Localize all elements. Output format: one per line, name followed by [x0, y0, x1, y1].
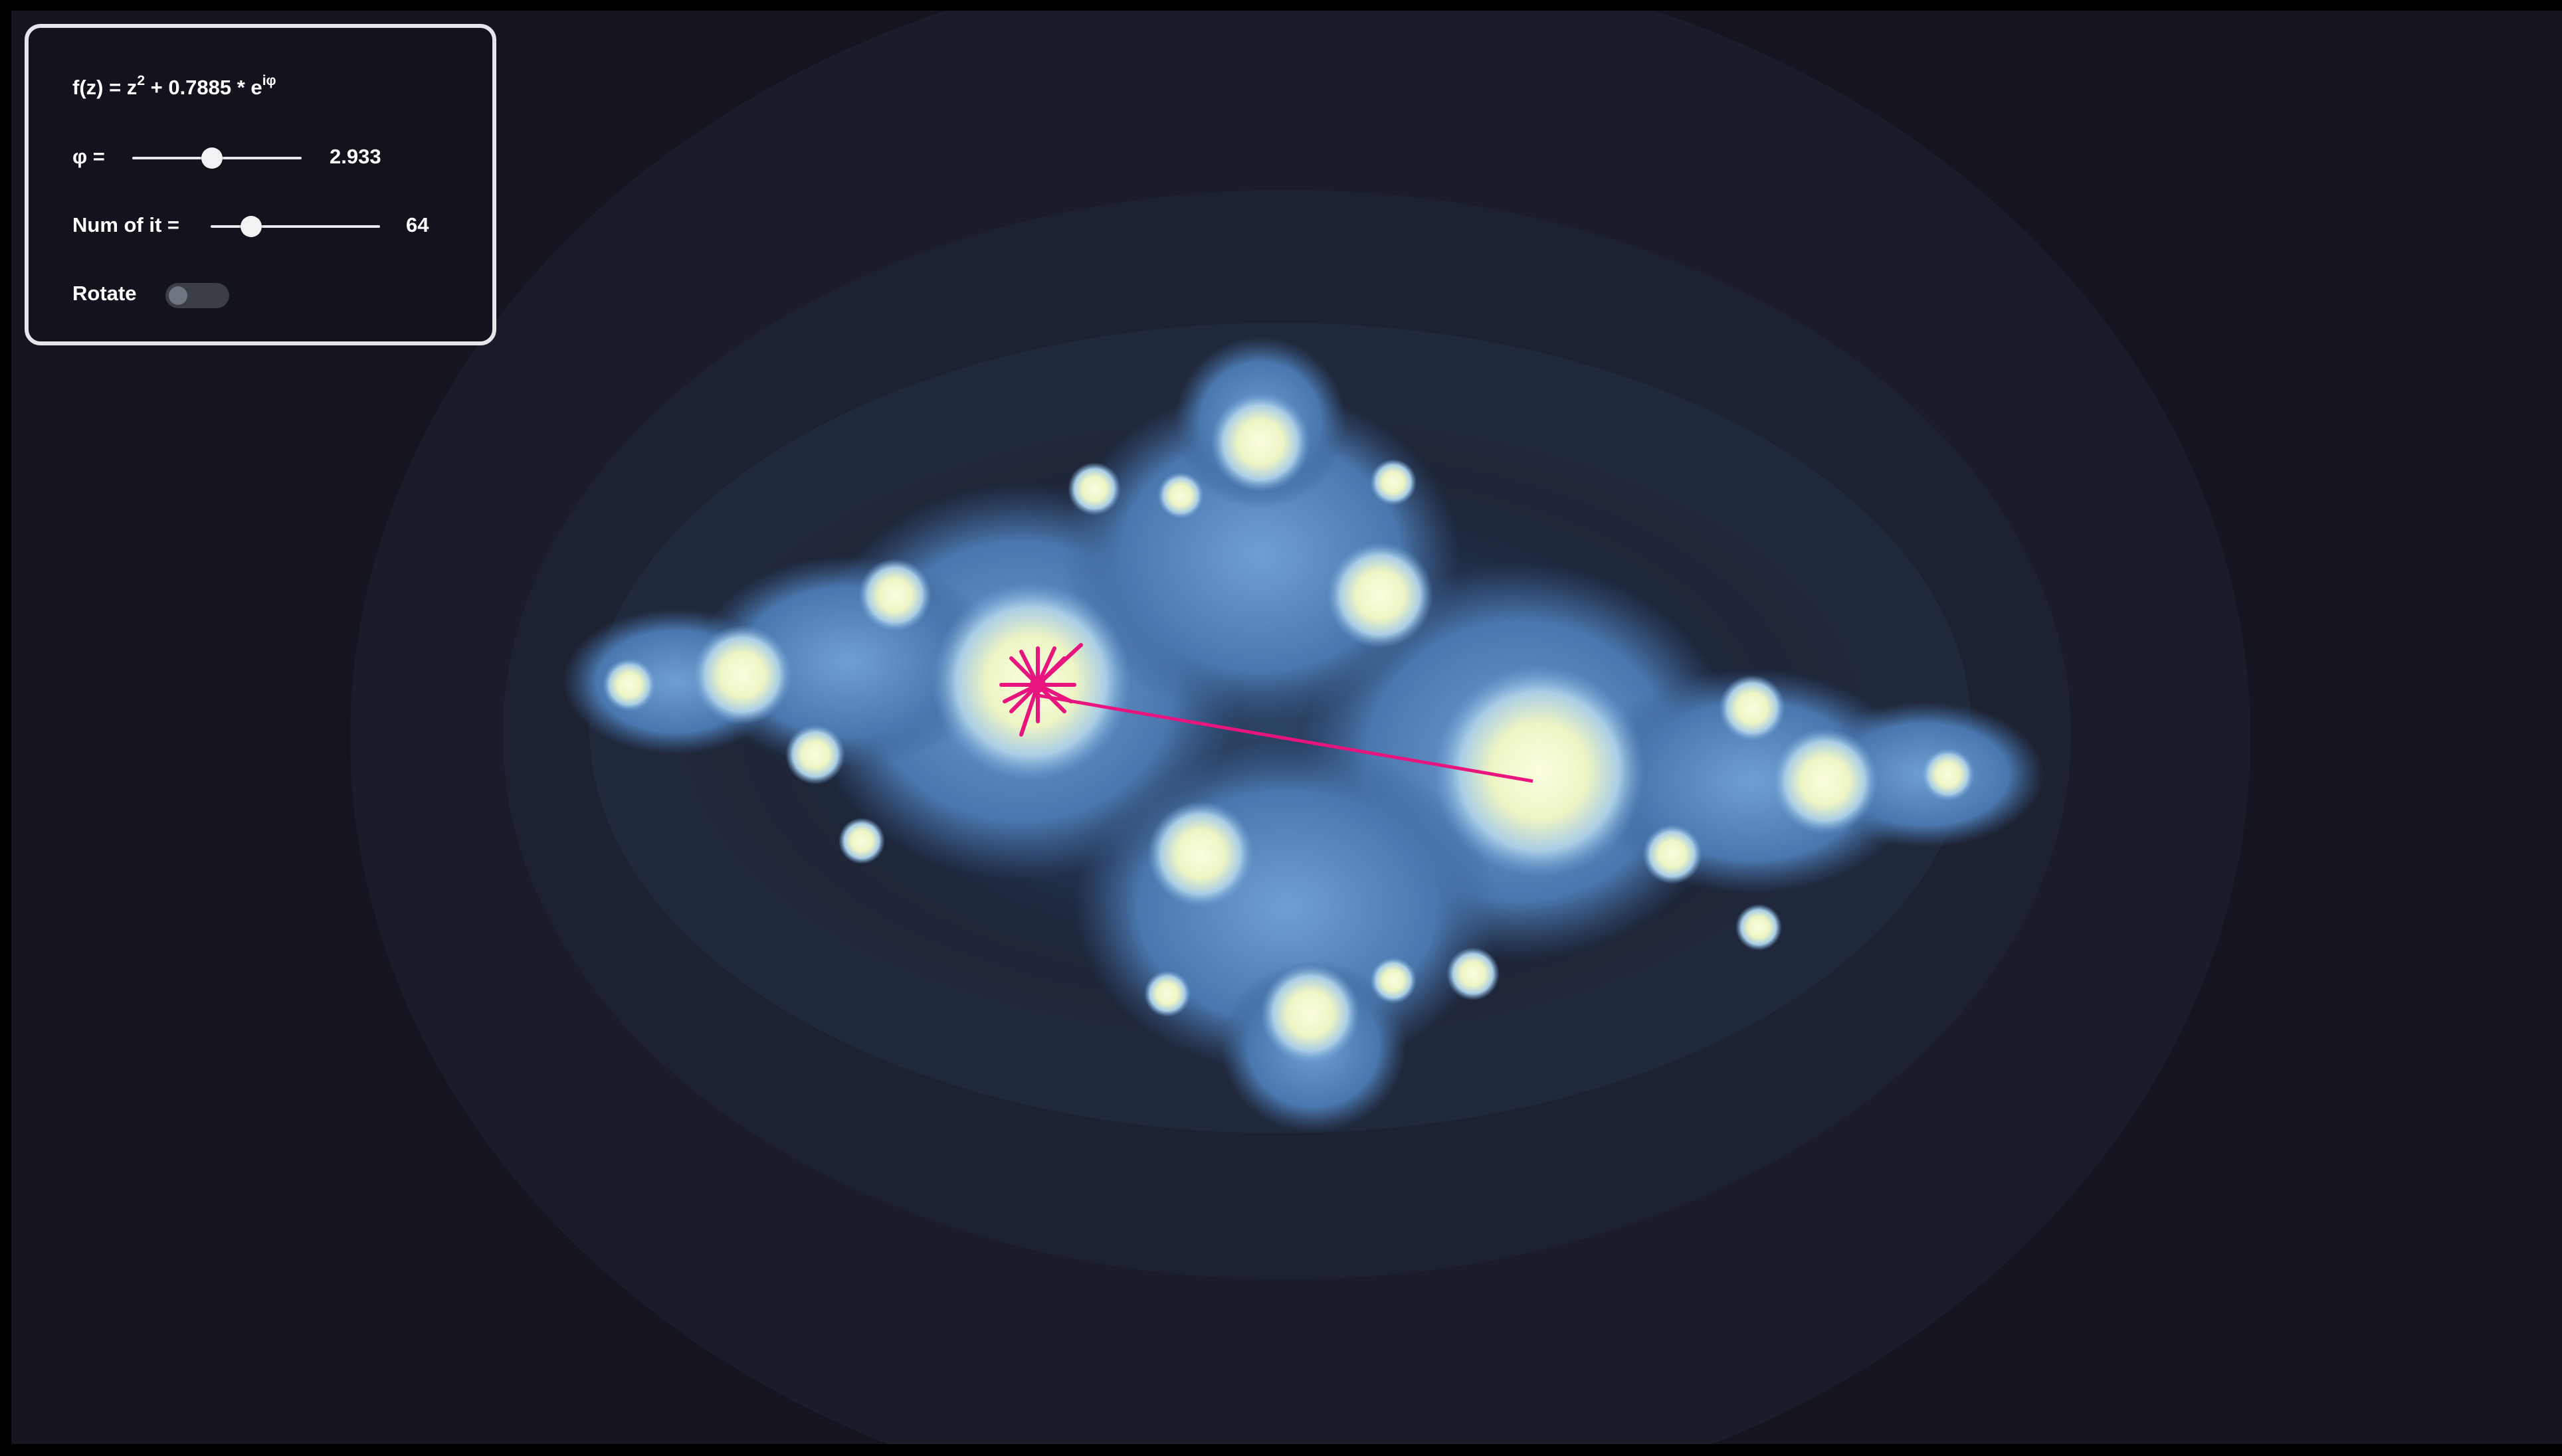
julia-set-canvas[interactable] — [11, 11, 2562, 1444]
phi-row: φ = 2.933 — [72, 137, 418, 177]
rotate-toggle-knob[interactable] — [169, 286, 187, 305]
phi-label: φ = — [72, 145, 105, 168]
rotate-row: Rotate — [72, 274, 272, 314]
iterations-slider-thumb[interactable] — [241, 216, 262, 237]
spiral-cores — [603, 393, 1975, 1063]
iterations-slider[interactable] — [211, 216, 380, 237]
phi-slider[interactable] — [132, 147, 302, 169]
phi-value: 2.933 — [330, 145, 381, 168]
formula-label: f(z) = z2 + 0.7885 * eiφ — [72, 73, 276, 99]
orbit-trace — [999, 643, 1533, 783]
iterations-row: Num of it = 64 — [72, 205, 471, 245]
rotate-label: Rotate — [72, 282, 137, 305]
fractal-viewport[interactable]: f(z) = z2 + 0.7885 * eiφ φ = 2.933 Num o… — [11, 11, 2562, 1444]
rotate-toggle[interactable] — [165, 283, 229, 308]
iterations-label: Num of it = — [72, 213, 180, 236]
iterations-value: 64 — [406, 213, 429, 236]
control-panel: f(z) = z2 + 0.7885 * eiφ φ = 2.933 Num o… — [25, 24, 496, 345]
phi-slider-thumb[interactable] — [201, 147, 223, 169]
